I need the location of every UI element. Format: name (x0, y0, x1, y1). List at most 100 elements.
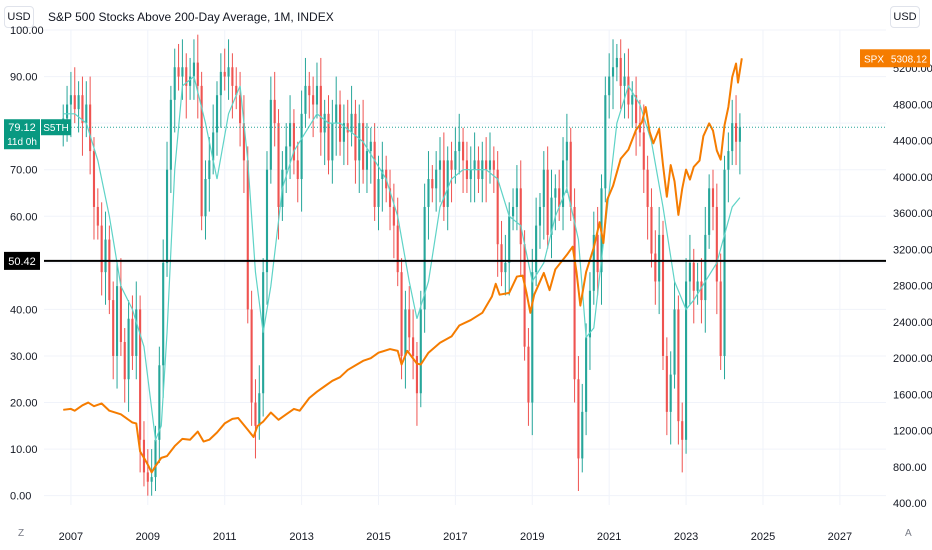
candle-body (681, 421, 684, 440)
candle-body (734, 123, 738, 142)
candle-body (323, 113, 326, 133)
spx-price-badge (888, 49, 930, 68)
candle-body (377, 179, 380, 207)
candle-body (312, 95, 315, 105)
candle-body (519, 188, 522, 245)
candle-body (154, 439, 157, 478)
currency-unit-left-button[interactable]: USD (4, 6, 34, 28)
candle-body (638, 123, 641, 133)
candle-body (454, 151, 457, 170)
candle-body (642, 132, 645, 170)
candle-body (289, 123, 292, 147)
candle-body (373, 141, 376, 207)
candle-body (723, 169, 726, 356)
left-axis-tick-label: 10.00 (10, 444, 38, 456)
candle-body (604, 95, 607, 189)
candle-body (365, 151, 369, 170)
candle-body (66, 104, 69, 119)
candle-body (400, 272, 403, 356)
x-axis-tick-label: 2013 (289, 531, 313, 543)
x-axis-tick-label: 2011 (213, 531, 237, 543)
candle-body (504, 262, 507, 273)
candle-body (123, 342, 126, 380)
timezone-toggle[interactable]: Z (18, 528, 25, 539)
candle-body (181, 67, 184, 77)
candle-body (673, 309, 676, 375)
candle-body (485, 160, 488, 170)
candle-body (627, 76, 630, 105)
candle-body (135, 309, 138, 356)
candle-body (550, 197, 553, 235)
candle-body (708, 188, 711, 235)
left-axis-tick-label: 40.00 (10, 304, 38, 316)
candle-body (208, 160, 211, 180)
spx-price-label: 5308.12 (891, 54, 928, 65)
candle-body (131, 318, 134, 356)
currency-unit-right-button[interactable]: USD (890, 6, 920, 28)
candle-body (92, 151, 96, 207)
candle-body (350, 113, 353, 133)
candle-body (381, 169, 384, 180)
candle-body (404, 309, 407, 356)
candle-body (212, 132, 215, 161)
candle-body (254, 402, 257, 426)
candle-body (246, 160, 249, 310)
right-axis-tick-label: 1600.00 (893, 389, 932, 401)
candle-body (273, 99, 276, 124)
candle-body (711, 188, 715, 207)
right-axis-tick-label: 3600.00 (893, 208, 932, 220)
x-axis-tick-label: 2009 (136, 531, 160, 543)
candle-body (596, 234, 599, 273)
candle-body (250, 309, 253, 403)
candle-body (239, 95, 242, 124)
candle-body (512, 206, 515, 217)
candle-body (554, 188, 557, 198)
candle-body (700, 281, 703, 301)
candle-body (408, 309, 411, 338)
candle-body (96, 206, 99, 226)
candle-body (442, 160, 445, 207)
candle-body (677, 309, 680, 422)
candle-body (688, 262, 691, 282)
candle-body (527, 346, 530, 403)
candle-body (492, 160, 495, 170)
candle-body (119, 286, 122, 343)
candle-body (369, 141, 372, 152)
candle-body (577, 379, 580, 459)
candle-body (258, 393, 261, 426)
candle-body (469, 169, 472, 180)
candle-body (73, 95, 76, 110)
last-price-label: 79.12 (8, 122, 36, 134)
candle-body (242, 123, 245, 161)
x-axis-tick-label: 2015 (366, 531, 390, 543)
candle-body (139, 309, 142, 440)
candle-body (292, 123, 295, 161)
candle-body (331, 123, 334, 161)
candle-body (635, 95, 638, 124)
candle-body (108, 239, 111, 301)
candle-body (435, 169, 438, 189)
candle-body (200, 85, 203, 217)
right-axis-tick-label: 2800.00 (893, 281, 932, 293)
candle-body (715, 206, 718, 282)
candle-body (362, 123, 365, 170)
x-axis-tick-label: 2023 (674, 531, 698, 543)
candle-body (665, 355, 668, 412)
candle-body (354, 113, 357, 161)
candle-body (196, 62, 199, 86)
x-axis-tick-label: 2007 (59, 531, 83, 543)
auto-scale-toggle[interactable]: A (905, 528, 912, 539)
candle-body (189, 76, 192, 86)
right-axis-tick-label: 3200.00 (893, 244, 932, 256)
candle-body (669, 374, 672, 412)
candle-body (165, 169, 169, 263)
candle-body (585, 337, 588, 412)
moving-average-line (63, 75, 741, 443)
candle-body (146, 472, 149, 482)
candle-body (204, 179, 207, 217)
candle-body (215, 95, 219, 133)
right-axis-tick-label: 1200.00 (893, 426, 932, 438)
candle-body (115, 286, 119, 356)
candle-body (615, 57, 618, 68)
